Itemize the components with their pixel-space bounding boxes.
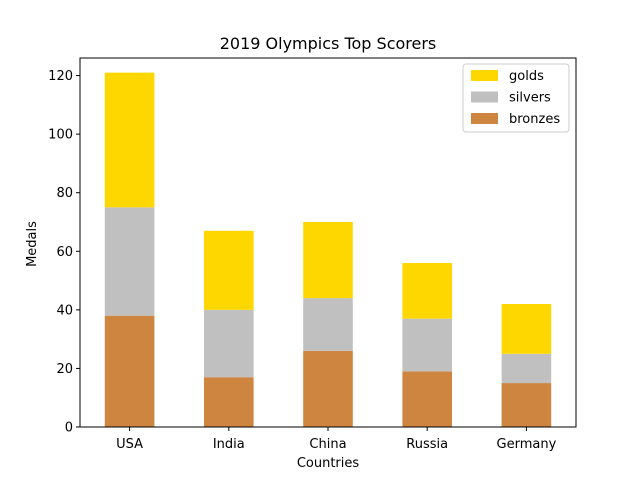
bar-silvers-india [204,309,254,378]
bar-bronzes-russia [402,371,452,427]
y-tick-label: 0 [65,421,73,436]
bar-silvers-russia [402,318,452,372]
chart-title: 2019 Olympics Top Scorers [220,34,437,53]
x-axis-label: Countries [297,456,360,471]
y-tick-label: 40 [56,303,73,318]
legend-swatch-golds [471,70,498,81]
x-tick-label: China [309,437,346,452]
legend-label-bronzes: bronzes [509,112,560,127]
x-tick-label: Russia [406,437,448,452]
y-tick-label: 80 [56,186,73,201]
y-tick-label: 20 [56,362,73,377]
axes-group: 0 20 40 60 80 100 120 USA India China Russia German… [48,57,577,452]
x-tick-label: India [213,437,245,452]
y-tick-label: 100 [48,128,73,143]
y-tick-label: 120 [48,69,73,84]
bar-bronzes-china [303,350,353,427]
legend-label-golds: golds [509,69,544,84]
bar-golds-usa [104,72,155,208]
bars-group [104,72,552,427]
bar-golds-russia [402,263,452,319]
y-tick-label: 60 [56,245,73,260]
bar-silvers-usa [104,207,155,316]
x-tick-label: USA [116,437,143,452]
legend: golds silvers bronzes [462,63,570,133]
bar-bronzes-usa [104,315,155,427]
x-tick-label: Germany [497,437,557,452]
bar-silvers-germany [501,353,552,384]
bar-bronzes-india [204,377,254,427]
legend-swatch-bronzes [471,113,498,124]
bar-bronzes-germany [501,383,552,427]
legend-swatch-silvers [471,91,498,103]
bar-golds-india [204,230,254,310]
legend-label-silvers: silvers [509,91,551,106]
bar-golds-china [303,222,353,299]
y-axis-label: Medals [25,221,40,267]
bar-golds-germany [501,304,552,354]
bar-silvers-china [303,298,353,351]
